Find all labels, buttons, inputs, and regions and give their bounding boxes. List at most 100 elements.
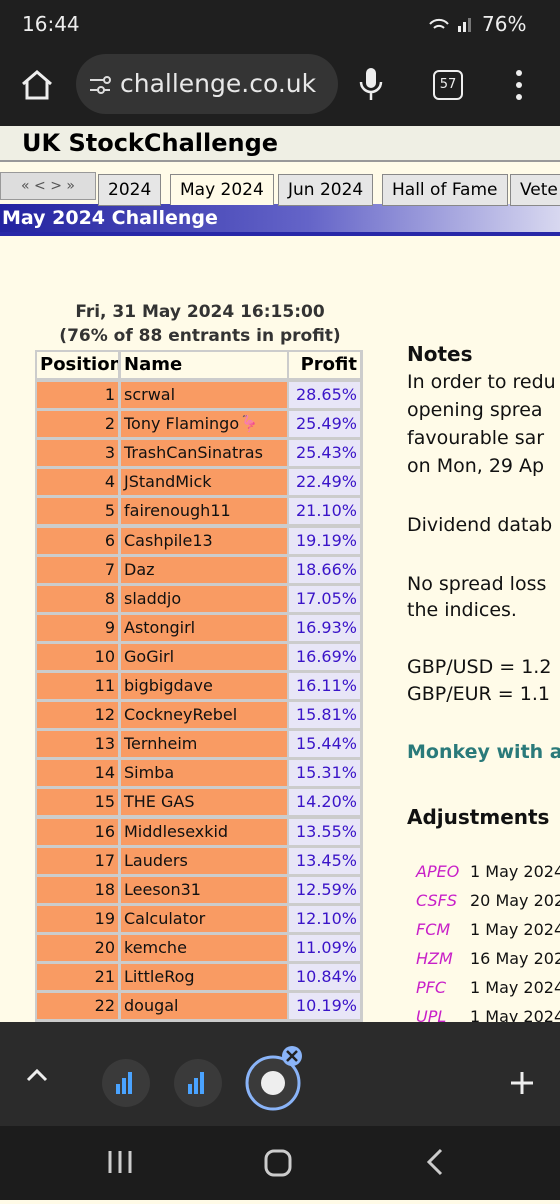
- position-cell: 1: [37, 382, 118, 408]
- mic-button[interactable]: [358, 66, 384, 102]
- adjustment-date: 1 May 2024: [470, 1007, 560, 1022]
- position-cell: 14: [37, 760, 118, 787]
- profit-cell: 16.11%: [289, 673, 360, 699]
- profit-cell: 12.10%: [289, 905, 360, 932]
- position-cell: 7: [37, 556, 118, 583]
- profit-cell: 14.20%: [289, 789, 360, 816]
- adjustment-code[interactable]: PFC: [416, 978, 447, 997]
- nav-tab[interactable]: May 2024: [170, 174, 274, 205]
- name-cell: GoGirl: [121, 643, 287, 670]
- name-cell: CockneyRebel: [121, 702, 287, 729]
- browser-bar: challenge.co.uk 57: [0, 46, 560, 126]
- adjustment-date: 1 May 2024: [470, 978, 560, 997]
- notes-line: opening sprea: [407, 399, 543, 421]
- tab-count[interactable]: 57: [433, 70, 463, 100]
- notes-line: No spread loss: [407, 573, 547, 595]
- name-cell: LittleRog: [121, 964, 287, 990]
- adjustment-code[interactable]: APEO: [416, 862, 460, 881]
- nav-arrows[interactable]: « < > »: [0, 172, 96, 200]
- profit-cell: 21.10%: [289, 498, 360, 525]
- notes-line: In order to redu: [407, 371, 556, 393]
- position-cell: 3: [37, 440, 118, 467]
- system-nav-icons: [108, 1148, 443, 1177]
- notes-link[interactable]: Monkey with a: [407, 741, 560, 763]
- name-cell: Simba: [121, 760, 287, 787]
- position-cell: 4: [37, 469, 118, 496]
- url-text: challenge.co.uk: [120, 69, 317, 98]
- column-header: Position: [37, 352, 118, 378]
- adjustment-date: 20 May 202: [470, 891, 560, 910]
- profit-cell: 13.45%: [289, 847, 360, 874]
- adjustment-code[interactable]: HZM: [416, 949, 453, 968]
- name-cell: scrwal: [121, 382, 287, 408]
- profit-cell: 22.49%: [289, 469, 360, 496]
- position-cell: 19: [37, 905, 118, 932]
- notes-line: the indices.: [407, 599, 517, 621]
- profit-cell: 12.59%: [289, 876, 360, 903]
- site-header: UK StockChallenge: [0, 126, 560, 162]
- notes-line: favourable sar: [407, 427, 545, 449]
- tab-strip: [0, 1022, 560, 1126]
- site-title: UK StockChallenge: [22, 129, 279, 157]
- profit-cell: 25.43%: [289, 440, 360, 467]
- name-cell: fairenough11: [121, 498, 287, 525]
- name-cell: JStandMick: [121, 469, 287, 496]
- position-cell: 20: [37, 934, 118, 961]
- profit-cell: 15.81%: [289, 702, 360, 729]
- name-cell: Calculator: [121, 905, 287, 932]
- name-cell: Cashpile13: [121, 527, 287, 554]
- profit-cell: 15.44%: [289, 731, 360, 758]
- notes-line: Dividend datab: [407, 514, 553, 536]
- adjustment-date: 16 May 202: [470, 949, 560, 968]
- adjustment-code[interactable]: CSFS: [416, 891, 457, 910]
- notes-line: GBP/USD = 1.2: [407, 656, 552, 678]
- notes-line: on Mon, 29 Ap: [407, 455, 545, 477]
- nav-tab[interactable]: Vete: [510, 174, 560, 206]
- status-bar: 16:44 76%: [0, 0, 560, 46]
- profit-cell: 16.69%: [289, 643, 360, 670]
- adjustment-date: 1 May 2024: [470, 920, 560, 939]
- position-cell: 5: [37, 498, 118, 525]
- nav-tab[interactable]: Jun 2024: [278, 174, 374, 206]
- notes-title: Notes: [407, 342, 473, 366]
- time: 16:44: [22, 12, 80, 36]
- signal-icons: [429, 18, 471, 32]
- position-cell: 11: [37, 673, 118, 699]
- position-cell: 21: [37, 964, 118, 990]
- nav-tab[interactable]: 2024: [98, 174, 162, 206]
- page-heading: May 2024 Challenge: [0, 204, 560, 236]
- system-nav: [0, 1126, 560, 1200]
- adjustment-code[interactable]: UPL: [416, 1007, 447, 1022]
- name-cell: bigbigdave: [121, 673, 287, 699]
- name-cell: sladdjo: [121, 585, 287, 612]
- name-cell: TrashCanSinatras: [121, 440, 287, 467]
- name-cell: dougal: [121, 993, 287, 1020]
- name-cell: kemche: [121, 934, 287, 961]
- profit-cell: 18.66%: [289, 556, 360, 583]
- profit-cell: 17.05%: [289, 585, 360, 612]
- position-cell: 12: [37, 702, 118, 729]
- battery: 76%: [482, 12, 527, 36]
- adjustment-date: 1 May 2024: [470, 862, 560, 881]
- profit-cell: 11.09%: [289, 934, 360, 961]
- web-page: UK StockChallenge « < > » May 2024 Chall…: [0, 126, 560, 1022]
- profit-cell: 16.93%: [289, 614, 360, 641]
- position-cell: 22: [37, 993, 118, 1020]
- date: Fri, 31 May 2024 16:15:00: [75, 302, 325, 322]
- profit-cell: 28.65%: [289, 382, 360, 408]
- position-cell: 2: [37, 411, 118, 438]
- adjustment-code[interactable]: FCM: [416, 920, 451, 939]
- address-bar[interactable]: challenge.co.uk: [76, 54, 338, 114]
- adjustments-title: Adjustments: [407, 805, 550, 829]
- name-cell: Leeson31: [121, 876, 287, 903]
- home-button[interactable]: [20, 68, 54, 102]
- name-cell: THE GAS: [121, 789, 287, 816]
- menu-button[interactable]: [514, 68, 524, 102]
- profit-cell: 10.84%: [289, 964, 360, 990]
- name-cell: Astongirl: [121, 614, 287, 641]
- heading-text: May 2024 Challenge: [2, 207, 218, 229]
- position-cell: 15: [37, 789, 118, 816]
- nav-tab[interactable]: Hall of Fame: [382, 174, 508, 206]
- summary: (76% of 88 entrants in profit): [59, 326, 341, 346]
